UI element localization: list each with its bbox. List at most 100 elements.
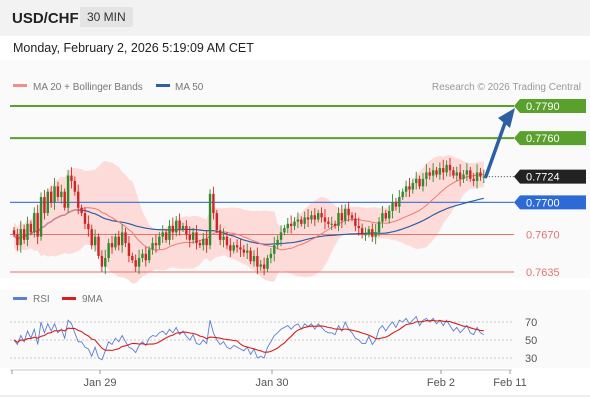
candle [259,260,262,271]
bollinger-band-layer [14,154,484,284]
candle [141,249,144,263]
candle [73,176,77,196]
candle [70,167,73,189]
x-tick-label: Feb 2 [427,377,455,389]
candle [418,175,421,190]
candle [215,209,218,234]
candle-body [256,255,259,267]
candle [317,209,320,223]
candle-body [198,243,202,246]
candle-body [472,178,475,181]
candle [63,188,66,211]
candle-body [110,243,114,248]
candle-body [36,213,39,237]
candle-body [229,245,232,251]
candle-body [357,225,360,229]
candle-body [144,253,148,261]
candle [49,185,53,208]
bollinger-band [14,154,484,284]
candle-body [300,219,303,224]
candle-body [185,225,188,235]
candle [83,207,87,230]
candle [22,224,26,244]
candle-body [452,170,455,176]
candle-body [458,172,462,179]
price-tag-bg [514,169,586,184]
rsi-tick-label: 50 [525,335,537,347]
candle [401,188,404,200]
candle [479,167,482,181]
candle-body [425,172,428,179]
candle-body [29,223,33,233]
candle [377,217,381,237]
ma50-line [13,197,484,245]
legend-label-9ma: 9MA [82,294,103,305]
candle-body [212,193,215,214]
chart-header: USD/CHF 30 MIN [0,0,590,36]
candle-body [259,264,262,267]
candle-body [158,236,161,246]
candle [293,217,296,230]
candle [218,224,222,246]
candle [482,169,486,184]
candle-body [97,236,100,256]
candle [310,210,313,224]
candle-body [141,253,144,259]
candle [100,250,104,272]
candle [364,227,367,241]
candle-body [161,232,164,237]
candle-body [249,250,252,262]
candle [303,211,306,230]
candle [452,167,455,179]
candle [87,215,90,237]
candle-body [127,243,131,256]
candle-body [296,219,300,222]
candle [286,218,289,234]
candle-body [53,186,56,203]
candle-body [273,245,276,254]
candle [384,209,387,222]
candle [229,238,232,257]
candle [327,217,330,228]
candle [398,189,401,214]
candle-body [87,223,90,230]
candle-body [367,229,371,235]
candle-body [56,186,60,198]
candle-body [191,232,195,240]
rsi-layer: 70 50 30 [10,315,537,365]
candle [29,220,33,236]
x-tick-label: Feb 11 [493,377,526,389]
candle [181,222,185,233]
timeframe-badge[interactable]: 30 MIN [80,7,133,27]
candle-body [46,191,49,214]
candle [60,184,63,204]
candle-body [83,213,87,224]
candle [296,212,300,229]
candle [93,229,97,252]
candle [252,250,256,267]
candle-body [22,229,26,240]
candle [222,228,225,248]
candle-body [19,229,22,246]
candle [137,249,141,275]
candle [431,163,435,182]
price-tag-label: 0.7700 [526,197,560,209]
candle [53,177,56,210]
candle-body [442,168,445,173]
candle [448,157,452,177]
candle [124,227,127,248]
candle-body [374,232,377,237]
candle [232,242,235,254]
candle-body [117,236,120,246]
candle [465,163,469,181]
rsi-9ma-line [13,319,484,353]
candle [408,177,411,198]
candle [242,245,246,257]
candle [117,230,120,251]
candle [19,220,22,253]
candle [350,212,354,222]
candle [246,243,249,260]
candle-body [195,232,198,244]
candle [458,164,462,187]
legend-label-ma20: MA 20 + Bollinger Bands [33,82,143,93]
